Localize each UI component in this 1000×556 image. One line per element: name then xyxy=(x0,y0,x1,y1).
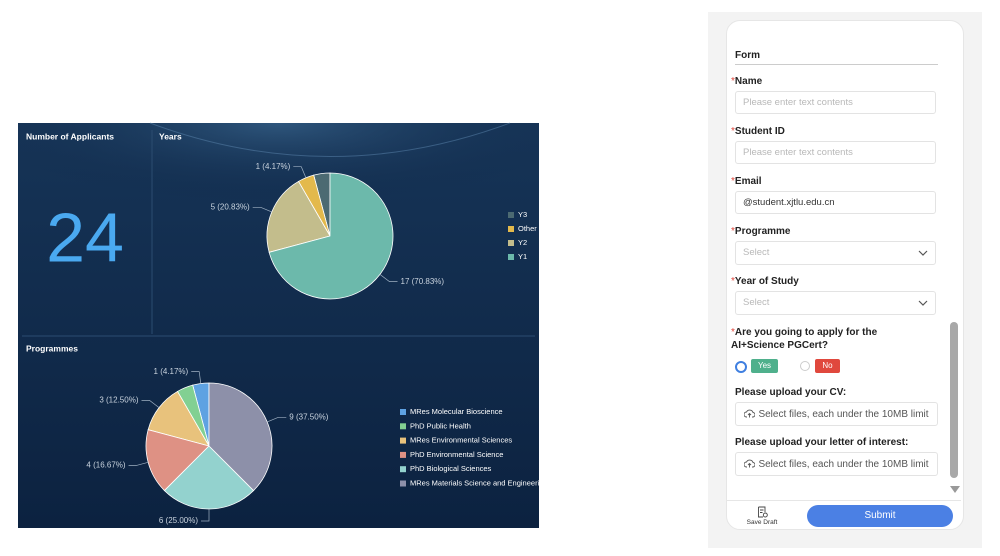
required-mark: * xyxy=(731,276,735,287)
chevron-icon xyxy=(918,250,928,256)
leader-line xyxy=(128,461,149,466)
label-text: Are you going to apply for the AI+Scienc… xyxy=(731,327,878,351)
legend-swatch xyxy=(400,466,406,473)
required-mark: * xyxy=(731,176,735,187)
upload-icon xyxy=(744,409,756,418)
select-input[interactable]: Select xyxy=(735,241,936,265)
data-label: 1 (4.17%) xyxy=(154,367,189,376)
draft-icon[interactable] xyxy=(757,506,768,518)
label-text: Email xyxy=(734,176,762,187)
leader-line xyxy=(293,166,307,178)
leader-line xyxy=(201,509,210,522)
legend-label: Y3 xyxy=(518,210,527,219)
legend-label: MRes Environmental Sciences xyxy=(410,436,512,445)
applicants-count: 24 xyxy=(46,198,124,276)
field-label: *Year of Study xyxy=(731,276,799,287)
radio[interactable] xyxy=(800,361,810,371)
label-text: Year of Study xyxy=(734,276,799,287)
field-label: *Are you going to apply for the AI+Scien… xyxy=(731,326,931,352)
pie-slice xyxy=(163,445,255,510)
applicants-title: Number of Applicants xyxy=(26,131,114,141)
data-label: 6 (25.00%) xyxy=(159,516,198,525)
text-input[interactable]: @student.xjtlu.edu.cn xyxy=(735,191,936,214)
pie-slice xyxy=(268,172,394,300)
select-input[interactable]: Select xyxy=(735,291,936,315)
text-input[interactable]: Please enter text contents xyxy=(735,91,936,114)
legend-swatch xyxy=(400,409,406,415)
option-no[interactable]: No xyxy=(815,359,840,373)
legend-swatch xyxy=(508,240,514,246)
form-card xyxy=(726,20,964,530)
legend-swatch xyxy=(508,226,514,232)
data-label: 3 (12.50%) xyxy=(99,395,138,404)
data-label: 17 (70.83%) xyxy=(401,277,445,286)
required-mark: * xyxy=(731,76,735,87)
field-label: *Student ID xyxy=(731,126,785,137)
scroll-arrow[interactable] xyxy=(950,486,960,493)
legend-label: Y2 xyxy=(518,238,527,247)
label-text: Name xyxy=(734,76,763,87)
data-label: 4 (16.67%) xyxy=(86,461,125,470)
select-placeholder: Select xyxy=(743,297,770,308)
legend-swatch xyxy=(508,254,514,260)
legend-label: MRes Materials Science and Engineering xyxy=(410,478,548,487)
required-mark: * xyxy=(731,226,735,237)
legend-swatch xyxy=(400,480,406,487)
leader-line xyxy=(141,399,160,408)
select-placeholder: Select xyxy=(743,247,770,258)
legend-swatch xyxy=(508,212,514,218)
data-label: 1 (4.17%) xyxy=(256,162,291,171)
legend-label: Y1 xyxy=(518,252,527,261)
leader-line xyxy=(379,274,398,283)
legend-swatch xyxy=(400,451,406,458)
option-yes[interactable]: Yes xyxy=(751,359,778,373)
upload-hint: Select files, each under the 10MB limit xyxy=(758,459,929,470)
pie-slice xyxy=(208,382,273,492)
field-label: Please upload your letter of interest: xyxy=(735,437,909,448)
legend-label: MRes Molecular Bioscience xyxy=(410,407,503,416)
radio-selected[interactable] xyxy=(735,361,747,373)
legend-label: PhD Public Health xyxy=(410,421,471,430)
legend-swatch xyxy=(400,423,406,430)
legend-label: PhD Environmental Science xyxy=(410,450,503,459)
submit-button[interactable]: Submit xyxy=(807,505,953,527)
required-mark: * xyxy=(731,327,735,338)
chart-title: Programmes xyxy=(26,343,78,353)
leader-line xyxy=(252,206,272,213)
scrollbar[interactable] xyxy=(950,322,958,478)
text-input[interactable]: Please enter text contents xyxy=(735,141,936,164)
globe-arc xyxy=(149,122,511,157)
data-label: 9 (37.50%) xyxy=(289,412,328,421)
label-text: Programme xyxy=(734,226,791,237)
chevron-icon xyxy=(918,300,928,306)
footer-rule xyxy=(727,500,961,501)
legend-label: Other xyxy=(518,224,537,233)
legend-swatch xyxy=(400,437,406,444)
field-label: Please upload your CV: xyxy=(735,387,847,398)
upload-button[interactable]: Select files, each under the 10MB limit xyxy=(735,402,938,426)
leader-line xyxy=(267,416,287,423)
required-mark: * xyxy=(731,126,735,137)
title-rule xyxy=(735,64,938,65)
legend-label: PhD Biological Sciences xyxy=(410,464,492,473)
leader-line xyxy=(191,371,202,384)
form-title: Form xyxy=(735,50,760,61)
chart-title: Years xyxy=(159,131,182,141)
save-draft[interactable]: Save Draft xyxy=(746,519,778,526)
field-label: *Email xyxy=(731,176,762,187)
upload-icon xyxy=(744,459,756,468)
data-label: 5 (20.83%) xyxy=(211,202,250,211)
upload-hint: Select files, each under the 10MB limit xyxy=(758,409,929,420)
label-text: Student ID xyxy=(734,126,785,137)
field-label: *Programme xyxy=(731,226,790,237)
upload-button[interactable]: Select files, each under the 10MB limit xyxy=(735,452,938,476)
field-label: *Name xyxy=(731,76,762,87)
pie-slice xyxy=(266,180,331,253)
